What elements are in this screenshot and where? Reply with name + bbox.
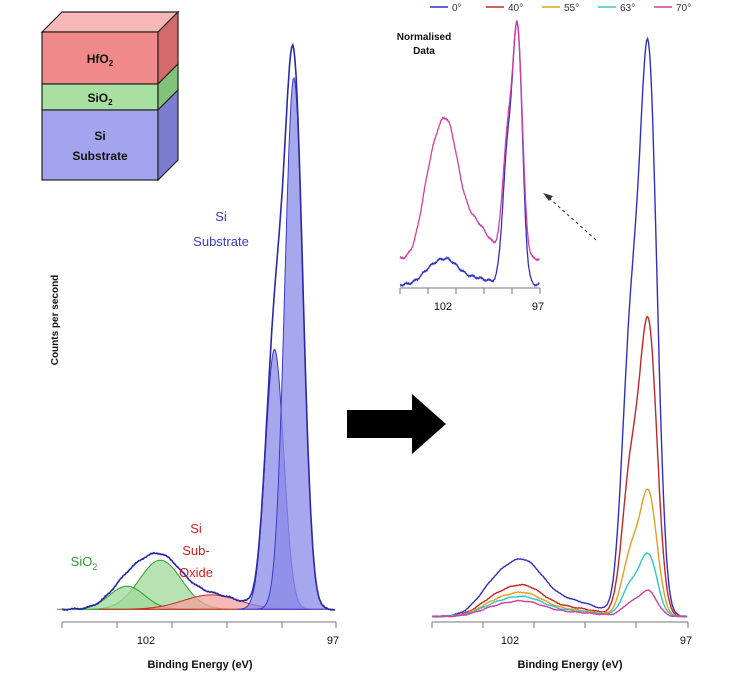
left-chart: 102 97 Binding Energy (eV) Counts per se…: [50, 42, 339, 671]
sio2-label: SiO2: [87, 91, 113, 107]
inset-tick-label-102: 102: [434, 301, 452, 313]
series-line-40°: [431, 315, 688, 618]
dashed-arrow-head-icon: [543, 193, 553, 201]
left-tick-label-102: 102: [137, 635, 155, 647]
dashed-arrow-icon: [547, 196, 597, 241]
annotation-si-suboxide-line1: Si: [190, 521, 202, 536]
right-tick-label-102: 102: [501, 635, 519, 647]
annotation-si-suboxide-line2: Sub-: [182, 543, 209, 558]
annotation-sio2: SiO2: [71, 554, 98, 572]
inset-series-group: [399, 19, 540, 288]
stack-top-face: [40, 11, 180, 33]
hfo2-label: HfO2: [87, 52, 114, 68]
hfo2-layer: [41, 31, 159, 85]
series-line-63°: [431, 552, 688, 618]
left-x-axis-label: Binding Energy (eV): [147, 659, 252, 671]
legend-label-63°: 63°: [620, 3, 635, 14]
legend-label-0°: 0°: [452, 3, 462, 14]
left-measured-spectrum: [61, 42, 336, 612]
annotation-si-substrate-line1: Si: [215, 209, 227, 224]
right-series-group: [431, 36, 688, 618]
inset-tick-label-97: 97: [532, 301, 544, 313]
right-x-axis-label: Binding Energy (eV): [517, 659, 622, 671]
legend-label-55°: 55°: [564, 3, 579, 14]
legend-label-70°: 70°: [676, 3, 691, 14]
si-substrate-layer-side: [157, 88, 179, 182]
right-tick-label-97: 97: [680, 635, 692, 647]
layer-stack-diagram: HfO2 SiO2 Si Substrate: [40, 10, 180, 182]
left-y-axis-label: Counts per second: [50, 275, 61, 366]
inset-series-line-0°: [399, 20, 540, 288]
inset-title-line2: Data: [413, 46, 435, 57]
legend-label-40°: 40°: [508, 3, 523, 14]
series-line-0°: [432, 36, 688, 618]
right-arrow-icon: [347, 394, 446, 454]
series-line-55°: [431, 488, 687, 618]
substrate-label: Substrate: [72, 149, 128, 163]
right-chart: 102 97 Binding Energy (eV) 0° 40° 55° 63° 70…: [397, 3, 692, 671]
annotation-si-suboxide-line3: Oxide: [179, 565, 213, 580]
left-tick-label-97: 97: [327, 635, 339, 647]
legend: 0° 40° 55° 63° 70°: [430, 3, 691, 14]
inset-series-line-70°: [399, 19, 540, 262]
si-substrate-layer: [41, 109, 159, 181]
series-line-70°: [431, 589, 688, 618]
annotation-si-substrate-line2: Substrate: [193, 234, 249, 249]
inset-title-line1: Normalised: [397, 32, 451, 43]
inset-normalised-data: 102 97 Normalised Data: [397, 19, 544, 313]
si-label: Si: [94, 129, 105, 143]
